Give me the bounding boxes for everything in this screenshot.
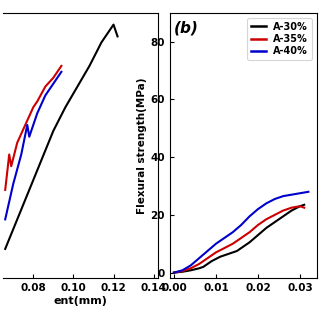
X-axis label: ent(mm): ent(mm) bbox=[53, 296, 108, 306]
Text: (b): (b) bbox=[174, 21, 199, 36]
Y-axis label: Flexural strength(MPa): Flexural strength(MPa) bbox=[138, 77, 148, 214]
Legend: A-30%, A-35%, A-40%: A-30%, A-35%, A-40% bbox=[247, 18, 312, 60]
